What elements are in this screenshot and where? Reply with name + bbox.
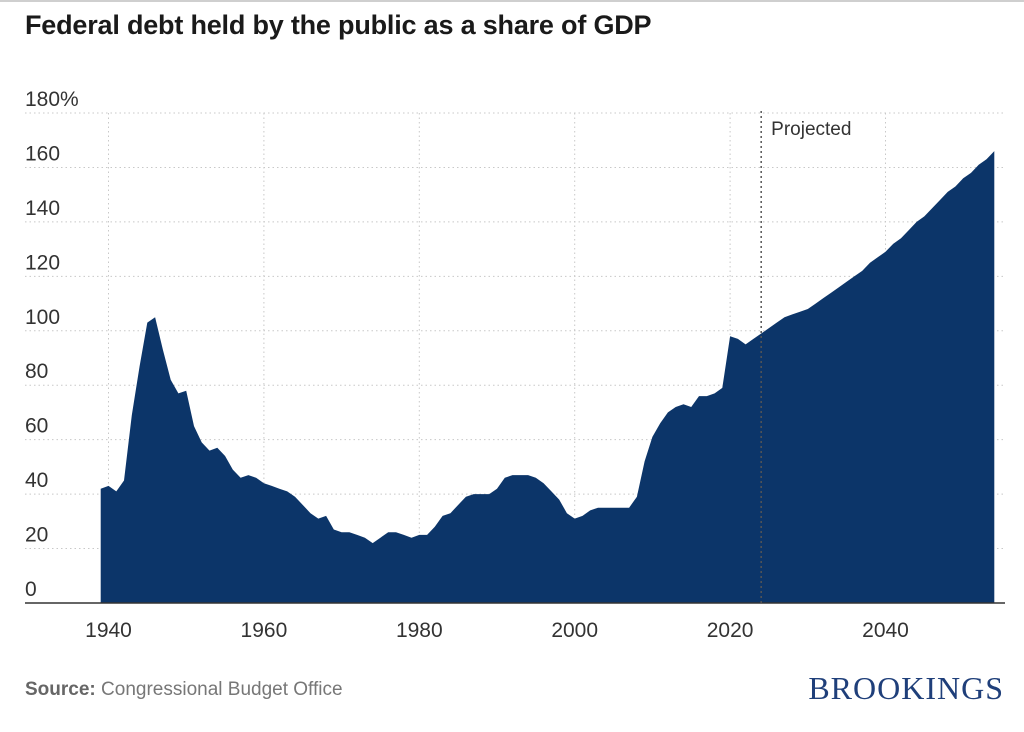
y-tick-label: 160 — [25, 142, 60, 165]
y-tick-label: 40 — [25, 469, 48, 492]
x-tick-label: 2000 — [551, 619, 598, 642]
y-tick-label: 60 — [25, 415, 48, 438]
x-tick-label: 2020 — [707, 619, 754, 642]
y-tick-label: 120 — [25, 251, 60, 274]
axis-layer — [25, 111, 1005, 604]
source-label: Source: — [25, 679, 96, 700]
x-tick-label: 1980 — [396, 619, 443, 642]
x-tick-label: 1960 — [241, 619, 288, 642]
y-tick-label: 100 — [25, 306, 60, 329]
source-note: Source: Congressional Budget Office — [25, 679, 343, 701]
x-tick-label: 1940 — [85, 619, 132, 642]
y-tick-label: 180% — [25, 88, 79, 111]
y-tick-label: 20 — [25, 524, 48, 547]
brookings-logo: BROOKINGS — [808, 670, 1004, 706]
source-text: Congressional Budget Office — [101, 679, 343, 700]
y-tick-label: 140 — [25, 197, 60, 220]
x-tick-label: 2040 — [862, 619, 909, 642]
area-layer — [100, 151, 995, 603]
y-tick-label: 80 — [25, 360, 48, 383]
chart-title: Federal debt held by the public as a sha… — [25, 10, 652, 40]
top-rule — [0, 0, 1024, 2]
projection-label: Projected — [771, 119, 851, 140]
y-tick-label: 0 — [25, 578, 37, 601]
debt-area — [100, 151, 995, 603]
